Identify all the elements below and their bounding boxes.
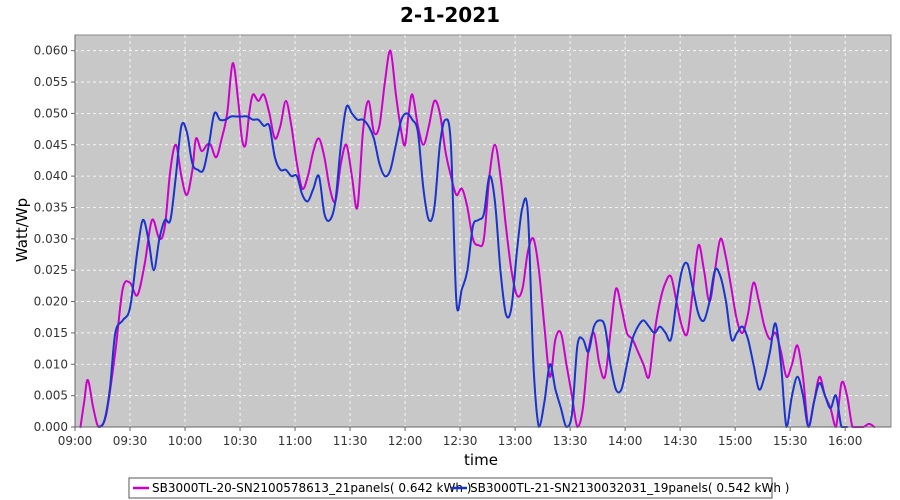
x-tick-label: 09:30 xyxy=(113,434,148,448)
y-tick-label: 0.050 xyxy=(34,106,68,120)
plot-background xyxy=(74,34,892,428)
x-tick-label: 16:00 xyxy=(828,434,863,448)
y-axis-ticks: 0.000 0.005 0.010 0.015 0.020 0.025 0.030 0.035… xyxy=(34,44,75,434)
y-tick-label: 0.000 xyxy=(34,420,68,434)
x-tick-label: 10:30 xyxy=(223,434,258,448)
grid-lines xyxy=(74,35,891,428)
x-tick-label: 15:00 xyxy=(718,434,753,448)
series-line-2 xyxy=(97,104,848,428)
x-tick-label: 13:00 xyxy=(498,434,533,448)
x-tick-label: 12:00 xyxy=(388,434,423,448)
legend-box xyxy=(128,477,773,499)
y-tick-label: 0.035 xyxy=(34,200,68,214)
x-tick-label: 09:00 xyxy=(58,434,93,448)
y-tick-label: 0.010 xyxy=(34,357,68,371)
legend-label-2: SB3000TL-21-SN2130032031_19panels( 0.542… xyxy=(470,481,789,495)
y-tick-label: 0.045 xyxy=(34,138,68,152)
plot-area xyxy=(74,34,892,428)
y-tick-label: 0.005 xyxy=(34,389,68,403)
y-tick-label: 0.015 xyxy=(34,326,68,340)
y-tick-label: 0.055 xyxy=(34,75,68,89)
x-axis-label: time xyxy=(464,451,498,469)
axes xyxy=(74,35,891,428)
x-tick-label: 15:30 xyxy=(773,434,808,448)
legend-label-1: SB3000TL-20-SN2100578613_21panels( 0.642… xyxy=(152,481,471,495)
legend: SB3000TL-20-SN2100578613_21panels( 0.642… xyxy=(128,477,789,499)
x-tick-label: 11:00 xyxy=(278,434,313,448)
series-layer xyxy=(79,49,876,428)
y-tick-label: 0.020 xyxy=(34,295,68,309)
x-tick-label: 12:30 xyxy=(443,434,478,448)
y-tick-label: 0.030 xyxy=(34,232,68,246)
chart-title: 2-1-2021 xyxy=(400,3,500,27)
series-line-1 xyxy=(79,49,876,428)
x-tick-label: 14:00 xyxy=(608,434,643,448)
y-tick-label: 0.060 xyxy=(34,44,68,58)
x-tick-label: 13:30 xyxy=(553,434,588,448)
y-axis-label: Watt/Wp xyxy=(13,198,31,262)
x-tick-label: 14:30 xyxy=(663,434,698,448)
x-axis-ticks: 09:00 09:30 10:00 10:30 11:00 11:30 12:00 12:30… xyxy=(58,427,863,448)
y-tick-label: 0.040 xyxy=(34,169,68,183)
x-tick-label: 10:00 xyxy=(168,434,203,448)
y-tick-label: 0.025 xyxy=(34,263,68,277)
x-tick-label: 11:30 xyxy=(333,434,368,448)
